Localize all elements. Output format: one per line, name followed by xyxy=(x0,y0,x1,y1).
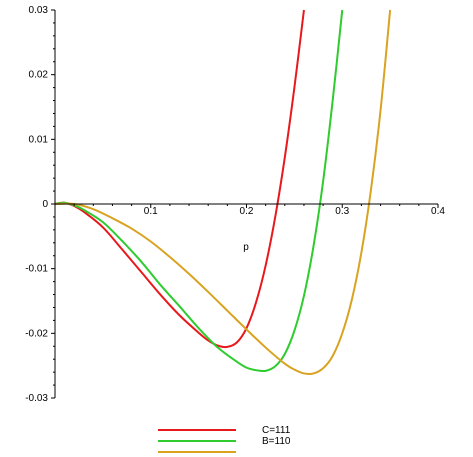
y-tick-label: 0.02 xyxy=(29,70,49,81)
x-ticks: 0.1 0.2 0.3 0.4 xyxy=(73,204,445,217)
y-tick-label: 0.01 xyxy=(29,134,49,145)
y-tick-label: 0 xyxy=(42,199,48,210)
y-ticks: 0.03 0.02 0.01 0 -0.01 -0.02 -0.03 xyxy=(25,5,55,404)
plot-lines xyxy=(54,9,392,375)
series-line-3 xyxy=(54,9,392,375)
y-tick-label: -0.01 xyxy=(25,264,48,275)
x-tick-label: 0.1 xyxy=(144,206,158,217)
x-axis-label: p xyxy=(243,242,249,253)
series-line-2 xyxy=(54,9,344,373)
series-line-1 xyxy=(54,9,305,349)
legend-label: B=110 xyxy=(262,436,291,447)
y-tick-label: 0.03 xyxy=(29,5,49,16)
x-tick-label: 0.4 xyxy=(431,206,445,217)
legend-label: C=111 xyxy=(262,425,291,436)
y-tick-label: -0.02 xyxy=(25,328,48,339)
y-tick-label: -0.03 xyxy=(25,393,48,404)
x-tick-label: 0.3 xyxy=(335,206,349,217)
x-tick-label: 0.2 xyxy=(240,206,254,217)
